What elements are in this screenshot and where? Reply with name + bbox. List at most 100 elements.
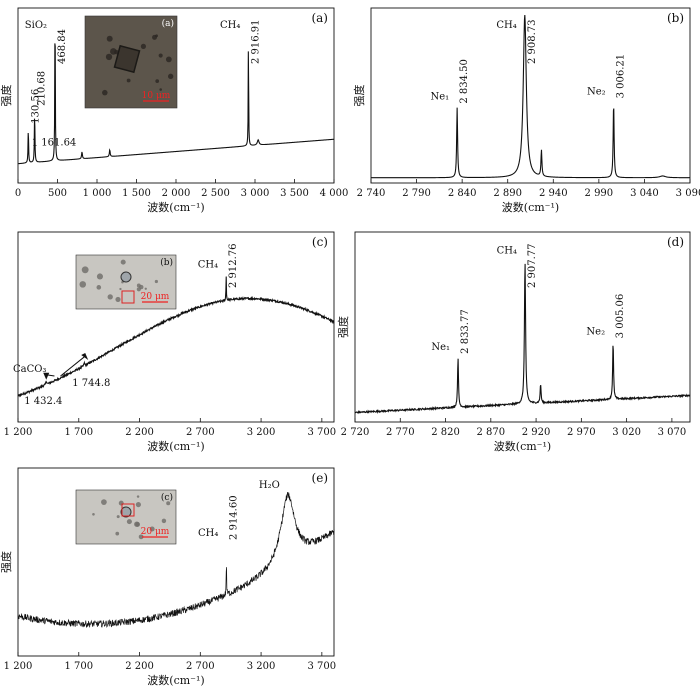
chart-panel-e: 1 200 1 700 2 200 2 700 3 200 3 700 波数(cm⁻¹) 强度… <box>0 467 337 687</box>
species-label: CH₄ <box>497 245 517 256</box>
x-axis-label: 波数(cm⁻¹) <box>502 201 559 214</box>
x-tick-label: 1 700 <box>64 427 93 438</box>
x-tick-label: 4 000 <box>320 188 349 199</box>
x-tick-label: 1 200 <box>4 427 33 438</box>
inclusion-speck <box>165 56 172 63</box>
inclusion-speck <box>102 89 108 96</box>
x-tick-label: 2 990 <box>585 188 614 199</box>
x-tick-label: 1 500 <box>122 188 151 199</box>
x-tick-label: 2 940 <box>539 188 568 199</box>
scale-bar-label: 10 μm <box>142 91 171 101</box>
fluid-inclusion <box>113 44 141 74</box>
inclusion-speck <box>115 531 120 536</box>
inclusion-speck <box>101 499 107 505</box>
chart-panel-c: 1 200 1 700 2 200 2 700 3 200 3 700 波数(cm⁻¹) (c… <box>4 231 337 453</box>
peak-value-label: 2 914.60 <box>228 495 239 540</box>
peak-value-label: 1 744.8 <box>72 378 110 389</box>
y-axis-label: 强度 <box>352 85 366 107</box>
inclusion-speck <box>155 34 158 38</box>
inclusion-speck <box>107 294 113 300</box>
peak-value-label: 2 916.91 <box>250 19 261 64</box>
inclusion-speck <box>167 73 174 80</box>
peak-value-label: 210.68 <box>37 71 48 106</box>
inclusion-speck <box>115 296 121 302</box>
species-label: Ne₂ <box>586 326 605 337</box>
species-label: CH₄ <box>496 20 516 31</box>
x-axis-label: 波数(cm⁻¹) <box>147 201 204 214</box>
x-tick-label: 3 200 <box>247 427 276 438</box>
fluid-inclusion <box>120 506 132 518</box>
x-tick-label: 2 500 <box>201 188 230 199</box>
plot-frame <box>354 231 691 423</box>
peak-value-label: 2 907.77 <box>527 243 538 288</box>
inclusion-speck <box>161 518 167 524</box>
scale-bar-label: 20 μm <box>141 292 170 302</box>
spectrum-line <box>17 276 335 398</box>
species-label: CH₄ <box>220 20 240 31</box>
x-tick-label: 2 700 <box>186 427 215 438</box>
chart-panel-d: 2 720 2 770 2 820 2 870 2 920 2 970 3 020 3 070… <box>336 231 691 453</box>
x-tick-label: 3 200 <box>247 661 276 672</box>
peak-value-label: 1 432.4 <box>24 396 62 407</box>
species-label: CH₄ <box>198 528 218 539</box>
inclusion-speck <box>96 285 102 290</box>
x-tick-label: 3 700 <box>308 427 337 438</box>
inclusion-speck <box>140 43 146 49</box>
inclusion-speck <box>118 500 124 506</box>
inclusion-speck <box>126 519 132 525</box>
x-tick-label: 3 020 <box>612 427 641 438</box>
inclusion-speck <box>96 273 104 280</box>
x-tick-label: 2 700 <box>186 661 215 672</box>
inclusion-speck <box>92 512 95 516</box>
inset-label: (c) <box>161 492 173 503</box>
x-tick-label: 1 200 <box>4 661 33 672</box>
inclusion-speck <box>136 495 140 498</box>
peak-value-label: 2 912.76 <box>228 243 239 288</box>
inclusion-speck <box>106 35 113 42</box>
species-label: SiO₂ <box>25 20 47 31</box>
y-axis-label: 强度 <box>0 551 13 573</box>
x-tick-label: 2 870 <box>476 427 505 438</box>
inclusion-speck <box>138 534 144 540</box>
chart-panel-a: 0 500 1 000 1 500 2 000 2 500 3 000 3 500 4 000 波… <box>0 7 349 214</box>
inclusion-speck <box>116 515 120 519</box>
inclusion-speck <box>119 287 122 291</box>
plot-frame <box>17 467 335 657</box>
inset-label: (a) <box>162 18 174 29</box>
inclusion-speck <box>144 287 147 290</box>
inclusion-speck <box>126 78 131 83</box>
chart-panel-b: 2 740 2 790 2 840 2 890 2 940 2 990 3 040 3 090… <box>352 7 700 214</box>
inclusion-speck <box>81 266 89 274</box>
x-tick-label: 3 500 <box>280 188 309 199</box>
micrograph-inset: (c) 20 μm <box>75 489 177 545</box>
species-label: Ne₁ <box>430 92 449 103</box>
inclusion-speck <box>105 53 113 61</box>
species-label: Ne₁ <box>431 342 450 353</box>
spectrum-line <box>355 263 691 415</box>
peak-value-label: 3 006.21 <box>616 54 627 99</box>
spectrum-line <box>17 491 335 628</box>
plot-frame <box>370 7 691 184</box>
panel-label: (e) <box>312 471 328 485</box>
micrograph-inset: (a) 10 μm <box>84 15 178 109</box>
inclusion-speck <box>159 88 162 91</box>
x-axis-label: 波数(cm⁻¹) <box>494 440 551 453</box>
x-tick-label: 3 700 <box>308 661 337 672</box>
inclusion-speck <box>136 287 141 292</box>
species-label: H₂O <box>259 480 280 491</box>
x-tick-label: 2 970 <box>567 427 596 438</box>
x-tick-label: 2 720 <box>341 427 370 438</box>
peak-value-label: 3 005.06 <box>615 294 626 339</box>
x-tick-label: 2 920 <box>522 427 551 438</box>
panel-label: (d) <box>667 235 684 249</box>
x-tick-label: 0 <box>15 188 21 199</box>
x-tick-label: 2 890 <box>493 188 522 199</box>
x-tick-label: 3 040 <box>630 188 659 199</box>
scale-bar-label: 20 μm <box>141 527 170 537</box>
inclusion-speck <box>158 53 163 58</box>
arrow-line <box>60 356 85 377</box>
peak-value-label: 1 161.64 <box>32 138 77 149</box>
inclusion-speck <box>79 281 87 288</box>
species-label: CH₄ <box>198 260 218 271</box>
x-tick-label: 2 200 <box>125 427 154 438</box>
